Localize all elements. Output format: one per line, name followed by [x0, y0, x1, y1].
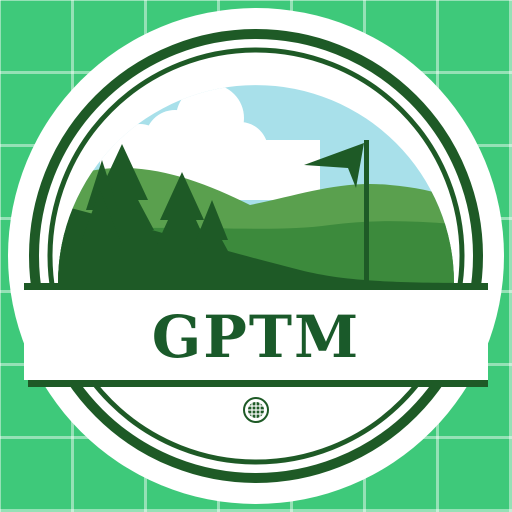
- band-top-line: [24, 283, 488, 290]
- logo-wordmark: GPTM: [151, 303, 361, 371]
- inner-ring: [47, 47, 465, 465]
- band-bottom-line: [28, 380, 488, 387]
- landscape-scene: [58, 85, 454, 283]
- text-band: [24, 290, 488, 380]
- pine-tree-icon: [152, 172, 212, 268]
- golf-flag-icon: [304, 140, 369, 282]
- golf-ball-icon: [243, 397, 269, 423]
- pine-tree-icon: [190, 200, 234, 272]
- foreground-hill: [58, 200, 454, 283]
- outer-ring: [29, 29, 483, 483]
- pine-tree-icon: [80, 160, 122, 245]
